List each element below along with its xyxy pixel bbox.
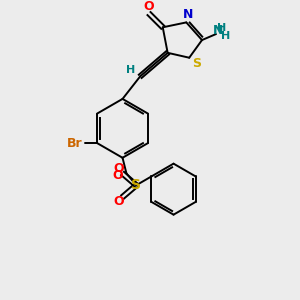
Text: S: S	[193, 57, 202, 70]
Text: O: O	[144, 0, 154, 13]
Text: Br: Br	[67, 136, 82, 150]
Text: N: N	[212, 24, 223, 37]
Text: N: N	[183, 8, 194, 21]
Text: H: H	[126, 65, 135, 76]
Text: O: O	[113, 162, 124, 175]
Text: O: O	[113, 195, 124, 208]
Text: S: S	[131, 178, 141, 192]
Text: H: H	[221, 31, 230, 41]
Text: H: H	[217, 23, 226, 33]
Text: O: O	[112, 169, 123, 182]
